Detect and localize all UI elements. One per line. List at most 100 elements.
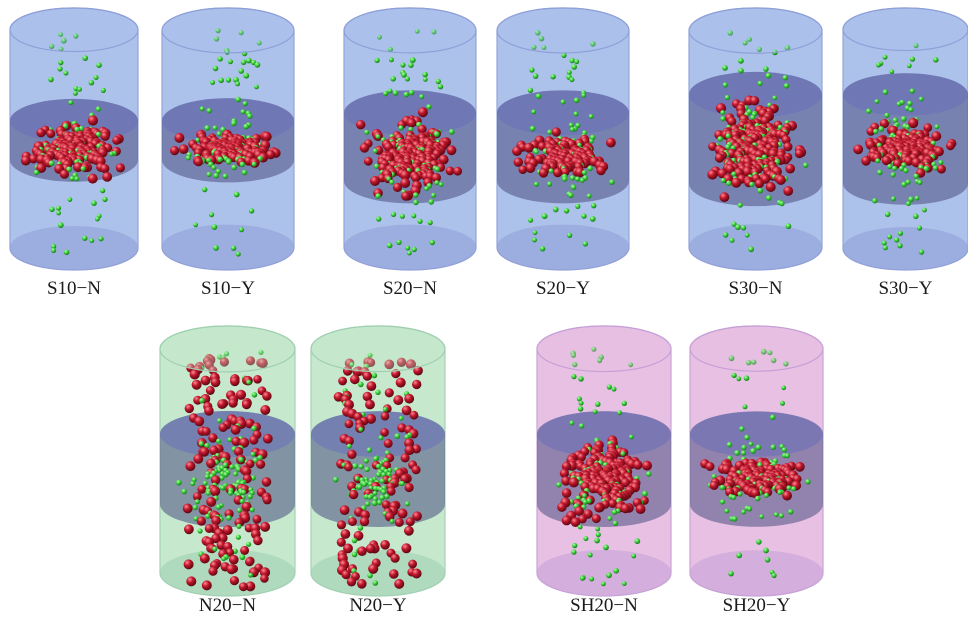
red-particle — [727, 116, 737, 127]
green-particle — [547, 129, 553, 135]
layer-top-surface — [537, 411, 671, 457]
red-particle — [553, 168, 563, 178]
green-particle — [749, 181, 755, 188]
green-particle — [356, 484, 363, 490]
red-particle — [404, 525, 414, 536]
cylinder-bottom — [688, 224, 823, 271]
green-particle — [254, 84, 259, 90]
red-particle — [606, 137, 616, 148]
red-particle — [551, 127, 561, 137]
red-particle — [201, 580, 212, 591]
red-particle — [577, 452, 586, 462]
panel-caption: S10−Y — [201, 278, 255, 299]
green-particle — [897, 243, 903, 249]
red-particle — [783, 142, 793, 152]
red-particle — [866, 126, 876, 136]
red-particle — [754, 179, 765, 189]
green-particle — [763, 547, 769, 554]
green-particle — [571, 184, 577, 190]
red-particle — [633, 460, 643, 470]
red-particle — [395, 377, 406, 388]
green-particle — [731, 171, 737, 177]
green-particle — [595, 526, 601, 532]
green-particle — [239, 161, 246, 168]
green-particle — [246, 379, 252, 385]
green-particle — [788, 509, 794, 515]
red-particle — [412, 511, 422, 521]
red-particle — [338, 376, 347, 386]
green-particle — [535, 30, 541, 36]
red-particle — [731, 177, 742, 188]
red-particle — [350, 374, 360, 385]
green-particle — [739, 426, 745, 432]
red-particle — [719, 192, 730, 203]
green-particle — [190, 481, 196, 487]
red-particle — [359, 143, 370, 153]
red-particle — [238, 582, 248, 592]
green-particle — [527, 87, 534, 94]
green-particle — [595, 401, 601, 407]
green-particle — [381, 489, 387, 495]
green-particle — [221, 556, 227, 562]
green-particle — [251, 392, 258, 398]
green-particle — [892, 165, 898, 171]
red-particle — [191, 379, 202, 390]
red-particle — [234, 518, 244, 527]
red-particle — [261, 131, 272, 142]
particles — [332, 352, 423, 589]
green-particle — [890, 196, 896, 202]
green-particle — [72, 90, 78, 96]
green-particle — [757, 80, 763, 86]
red-particle — [782, 490, 792, 501]
particles — [20, 32, 125, 256]
green-particle — [63, 249, 70, 256]
green-particle — [230, 245, 237, 251]
cylinder-top — [496, 7, 630, 54]
green-particle — [736, 376, 742, 382]
green-particle — [903, 167, 909, 174]
red-particle — [365, 543, 376, 554]
green-particle — [48, 76, 54, 83]
green-particle — [756, 539, 762, 545]
green-particle — [884, 211, 891, 218]
green-particle — [767, 350, 773, 356]
green-particle — [719, 499, 726, 505]
green-particle — [246, 541, 252, 547]
green-particle — [572, 361, 578, 368]
green-particle — [392, 90, 399, 96]
particles — [707, 30, 809, 253]
green-particle — [223, 471, 229, 478]
panel-caption: S30−Y — [878, 278, 932, 299]
green-particle — [217, 56, 223, 62]
red-particle — [620, 503, 631, 514]
red-particle — [346, 577, 357, 587]
green-particle — [379, 494, 385, 501]
red-particle — [386, 486, 396, 496]
red-particle — [362, 391, 373, 402]
green-particle — [257, 455, 263, 461]
green-particle — [887, 234, 893, 240]
green-particle — [204, 125, 211, 131]
green-particle — [738, 57, 744, 64]
green-particle — [620, 451, 626, 457]
red-particle — [523, 142, 534, 153]
green-particle — [377, 34, 382, 40]
green-particle — [586, 193, 592, 199]
green-particle — [581, 170, 588, 176]
green-particle — [932, 165, 939, 171]
red-particle — [417, 124, 427, 134]
red-particle — [405, 517, 415, 527]
red-particle — [620, 478, 631, 488]
green-particle — [211, 165, 217, 170]
green-particle — [358, 427, 364, 432]
green-particle — [778, 513, 784, 519]
green-particle — [69, 175, 75, 182]
cylinder-top — [536, 325, 672, 373]
red-particle — [888, 125, 899, 136]
red-particle — [174, 132, 185, 143]
green-particle — [346, 443, 352, 449]
green-particle — [414, 28, 420, 34]
green-particle — [613, 568, 619, 574]
green-particle — [211, 224, 218, 231]
red-particle — [453, 166, 463, 176]
